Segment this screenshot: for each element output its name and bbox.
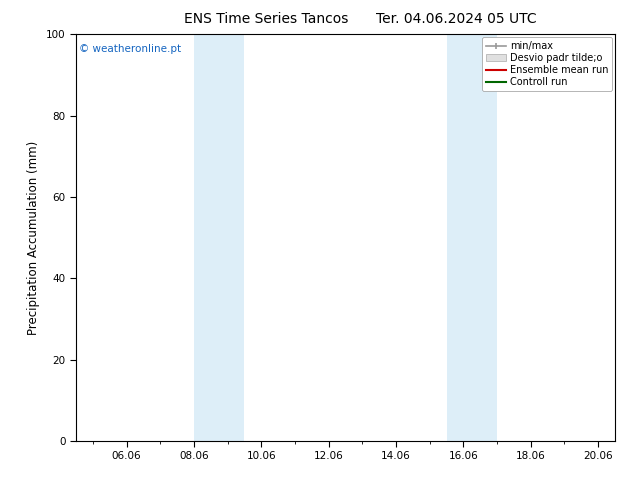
Text: ENS Time Series Tancos: ENS Time Series Tancos xyxy=(184,12,349,26)
Text: Ter. 04.06.2024 05 UTC: Ter. 04.06.2024 05 UTC xyxy=(376,12,537,26)
Text: © weatheronline.pt: © weatheronline.pt xyxy=(79,45,181,54)
Bar xyxy=(194,34,245,441)
Bar xyxy=(446,34,497,441)
Y-axis label: Precipitation Accumulation (mm): Precipitation Accumulation (mm) xyxy=(27,141,41,335)
Legend: min/max, Desvio padr tilde;o, Ensemble mean run, Controll run: min/max, Desvio padr tilde;o, Ensemble m… xyxy=(482,37,612,91)
